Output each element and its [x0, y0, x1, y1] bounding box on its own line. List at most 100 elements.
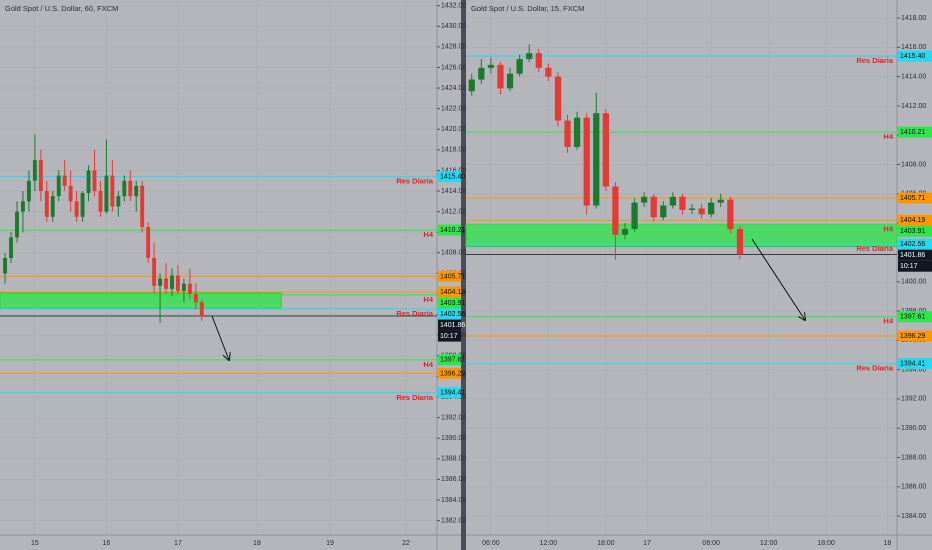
price-label-box: [898, 50, 932, 62]
candle-body: [152, 257, 157, 286]
candle-body: [688, 208, 696, 210]
y-tick-label: 1390.00: [901, 425, 926, 432]
y-tick-label: 1414.00: [441, 188, 466, 195]
candle-body: [468, 79, 475, 92]
y-tick-label: 1400.00: [901, 279, 926, 286]
price-label-box: [438, 171, 461, 183]
price-label: 1396.29: [440, 370, 465, 377]
candle-body: [86, 170, 91, 194]
y-tick-label: 1418.00: [901, 15, 926, 22]
candle-body: [122, 180, 127, 197]
candle-body: [92, 170, 97, 192]
candle-body: [593, 113, 600, 206]
candle-body: [698, 208, 705, 215]
level-text: Res Diaria: [856, 244, 894, 253]
x-tick-label: 12:00: [760, 540, 778, 547]
y-tick-label: 1412.00: [441, 208, 466, 215]
x-tick-label: 12:00: [540, 540, 558, 547]
candle-body: [3, 257, 8, 274]
y-tick-label: 1416.00: [441, 167, 466, 174]
price-label: 1397.61: [900, 314, 925, 321]
candle-body: [74, 201, 79, 217]
y-tick-label: 1418.00: [441, 147, 466, 154]
candle-body: [21, 201, 25, 212]
level-text: Res Diaria: [856, 364, 894, 373]
price-label-box: [438, 224, 461, 236]
price-label: 1403.91: [440, 300, 465, 307]
chart-title: Gold Spot / U.S. Dollar, 15, FXCM: [471, 4, 584, 13]
price-label: 1394.41: [900, 360, 925, 367]
candle-body: [98, 191, 103, 212]
price-label-box: [898, 249, 932, 261]
price-label: 1402.56: [900, 241, 925, 248]
candle-body: [554, 76, 562, 121]
price-label-box: [438, 270, 461, 282]
candle-body: [110, 175, 115, 207]
candle-body: [727, 199, 734, 229]
level-text: Res Diaria: [856, 56, 894, 65]
y-tick-label: 1388.00: [441, 456, 466, 463]
price-label: 10:17: [900, 263, 918, 270]
price-label: 1404.19: [440, 289, 465, 296]
price-label: 1403.91: [900, 228, 925, 235]
level-text: Res Diaria: [396, 393, 434, 402]
y-tick-label: 1416.00: [901, 44, 926, 51]
y-tick-label: 1384.00: [441, 497, 466, 504]
candle-body: [15, 211, 19, 238]
price-label-box: [898, 358, 932, 370]
y-tick-label: 1412.00: [901, 103, 926, 110]
candle-body: [573, 117, 581, 147]
candle-body: [164, 278, 168, 289]
level-text: Res Diaria: [396, 177, 434, 186]
price-label: 1405.71: [440, 273, 465, 280]
x-tick-label: 18: [253, 540, 261, 547]
candle-body: [526, 53, 533, 60]
y-tick-label: 1426.00: [441, 64, 466, 71]
candle-body: [68, 185, 73, 202]
price-label: 1401.86: [900, 252, 925, 259]
chart-title: Gold Spot / U.S. Dollar, 60, FXCM: [5, 4, 118, 13]
y-tick-label: 1428.00: [441, 44, 466, 51]
candle-body: [158, 278, 163, 286]
x-tick-label: 06:00: [482, 540, 500, 547]
x-tick-label: 16: [103, 540, 111, 547]
pane-separator: [461, 0, 466, 550]
y-tick-label: 1384.00: [901, 513, 926, 520]
candle-body: [669, 196, 676, 206]
price-label-box: [438, 354, 461, 366]
candle-body: [583, 117, 590, 206]
y-tick-label: 1386.00: [441, 476, 466, 483]
candle-body: [564, 120, 571, 147]
candle-body: [38, 160, 43, 192]
x-tick-label: 06:00: [702, 540, 720, 547]
price-label: 1410.21: [440, 227, 465, 234]
x-tick-label: 18: [884, 540, 892, 547]
candle-body: [621, 228, 629, 235]
candle-body: [497, 64, 504, 89]
y-tick-label: 1422.00: [441, 105, 466, 112]
x-tick-label: 17: [174, 540, 182, 547]
price-label-box: [898, 238, 932, 250]
candle-body: [170, 275, 174, 289]
candle-body: [44, 191, 49, 217]
x-tick-label: 15: [31, 540, 39, 547]
candle-body: [146, 227, 151, 258]
candle-body: [104, 175, 109, 212]
y-tick-label: 1424.00: [441, 85, 466, 92]
candle-body: [660, 205, 667, 218]
candle-body: [80, 193, 85, 217]
price-label-box: [438, 286, 461, 298]
level-text: H4: [423, 360, 433, 369]
y-tick-label: 1386.00: [901, 484, 926, 491]
y-tick-label: 1394.00: [901, 366, 926, 373]
price-label: 10:17: [440, 333, 458, 340]
x-tick-label: 17: [643, 540, 651, 547]
level-text: H4: [423, 230, 433, 239]
x-tick-label: 22: [402, 540, 410, 547]
y-tick-label: 1432.00: [441, 3, 466, 10]
candle-body: [140, 185, 145, 228]
price-label-box: [898, 214, 932, 226]
candle-body: [62, 175, 67, 186]
